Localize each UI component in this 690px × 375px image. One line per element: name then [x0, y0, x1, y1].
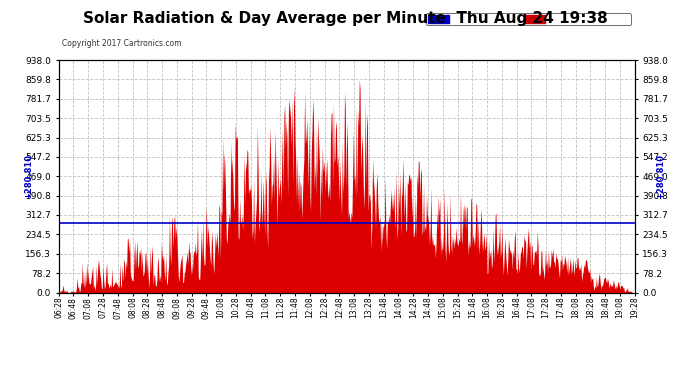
Text: Solar Radiation & Day Average per Minute  Thu Aug 24 19:38: Solar Radiation & Day Average per Minute…	[83, 11, 607, 26]
Legend: Median (w/m2), Radiation (w/m2): Median (w/m2), Radiation (w/m2)	[426, 13, 631, 26]
Text: +280.810: +280.810	[24, 154, 34, 199]
Text: Copyright 2017 Cartronics.com: Copyright 2017 Cartronics.com	[62, 39, 181, 48]
Text: +280.810: +280.810	[656, 154, 666, 199]
